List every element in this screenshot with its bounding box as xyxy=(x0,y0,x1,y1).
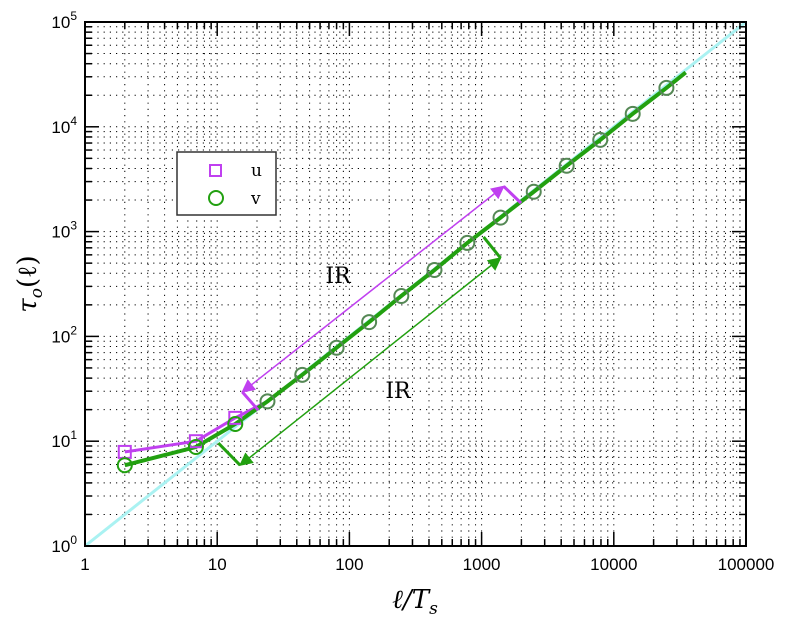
ir-range-arrow xyxy=(241,185,505,393)
grid xyxy=(85,22,746,546)
legend-v-label: v xyxy=(250,189,261,209)
series-v-marker xyxy=(116,457,133,474)
x-tick-label: 10 xyxy=(208,555,227,574)
series-v-marker xyxy=(558,157,575,174)
y-axis-label: τo(ℓ) xyxy=(13,255,47,312)
y-tick-label: 105 xyxy=(51,9,77,32)
x-tick-label: 100000 xyxy=(718,555,775,574)
legend-v-marker-icon xyxy=(208,190,224,206)
ir-range-bracket xyxy=(217,442,242,467)
y-tick-label: 101 xyxy=(51,428,77,451)
series-v-marker xyxy=(525,183,542,200)
ir-range-arrow xyxy=(239,257,502,467)
plot-area xyxy=(85,22,746,546)
series-v-marker xyxy=(658,79,675,96)
legend-box xyxy=(176,151,277,216)
x-axis-label: ℓ/Ts xyxy=(392,585,438,619)
ir-range-bracket xyxy=(241,390,260,412)
series-v-marker xyxy=(592,131,609,148)
legend-u-marker-icon xyxy=(209,164,222,177)
x-tick-label: 100 xyxy=(335,555,363,574)
x-tick-label: 1000 xyxy=(463,555,501,574)
y-tick-label: 103 xyxy=(51,219,77,242)
series-v-line xyxy=(124,70,687,468)
y-tick-label: 104 xyxy=(51,114,77,137)
y-tick-label: 102 xyxy=(51,323,77,346)
series-v-marker xyxy=(187,439,204,456)
x-tick-label: 10000 xyxy=(590,555,637,574)
series-u-marker xyxy=(188,434,203,449)
series-v-marker xyxy=(624,105,641,122)
series-u-line xyxy=(124,400,269,454)
legend-u-label: u xyxy=(251,161,262,181)
x-tick-label: 1 xyxy=(80,555,89,574)
ir-label-lower: IR xyxy=(385,379,412,404)
plot-frame xyxy=(84,21,747,547)
ir-label-upper: IR xyxy=(325,264,352,289)
ir-range-bracket xyxy=(482,235,502,259)
ir-range-bracket xyxy=(502,185,523,205)
y-tick-label: 100 xyxy=(51,533,77,556)
legend: u v xyxy=(176,151,277,216)
ticks: 1 10 100 1000 10000 100000 100 101 102 103 104 105 xyxy=(51,9,774,574)
